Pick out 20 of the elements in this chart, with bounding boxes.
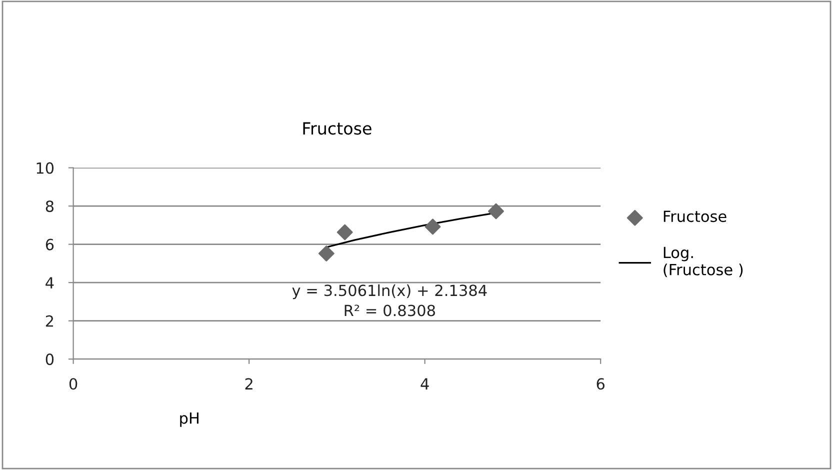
point [318,246,334,262]
legend-label: Fructose [664,210,726,222]
y-tick-label: 4 [46,277,54,288]
y-tick-label: 6 [46,238,54,250]
legend-label: Log. (Fructose ) [664,246,743,278]
x-axis-title: pH [180,412,198,427]
point [336,224,353,240]
x-tick-label: 2 [245,378,252,390]
y-tick-label: 10 [36,162,54,174]
x-tick-label: 6 [596,378,604,390]
annotation: y = 3.5061ln(x) + 2.1384 [292,284,487,300]
x-tick-label: 0 [69,378,78,390]
point [424,218,441,235]
x-tick-label: 4 [420,378,429,390]
y-tick-label: 8 [46,200,54,212]
chart-title: Fructose [303,122,372,135]
y-tick-label: 0 [46,354,54,366]
point [488,203,504,220]
y-tick-label: 2 [46,315,54,327]
annotation: R² = 0.8308 [344,304,435,316]
